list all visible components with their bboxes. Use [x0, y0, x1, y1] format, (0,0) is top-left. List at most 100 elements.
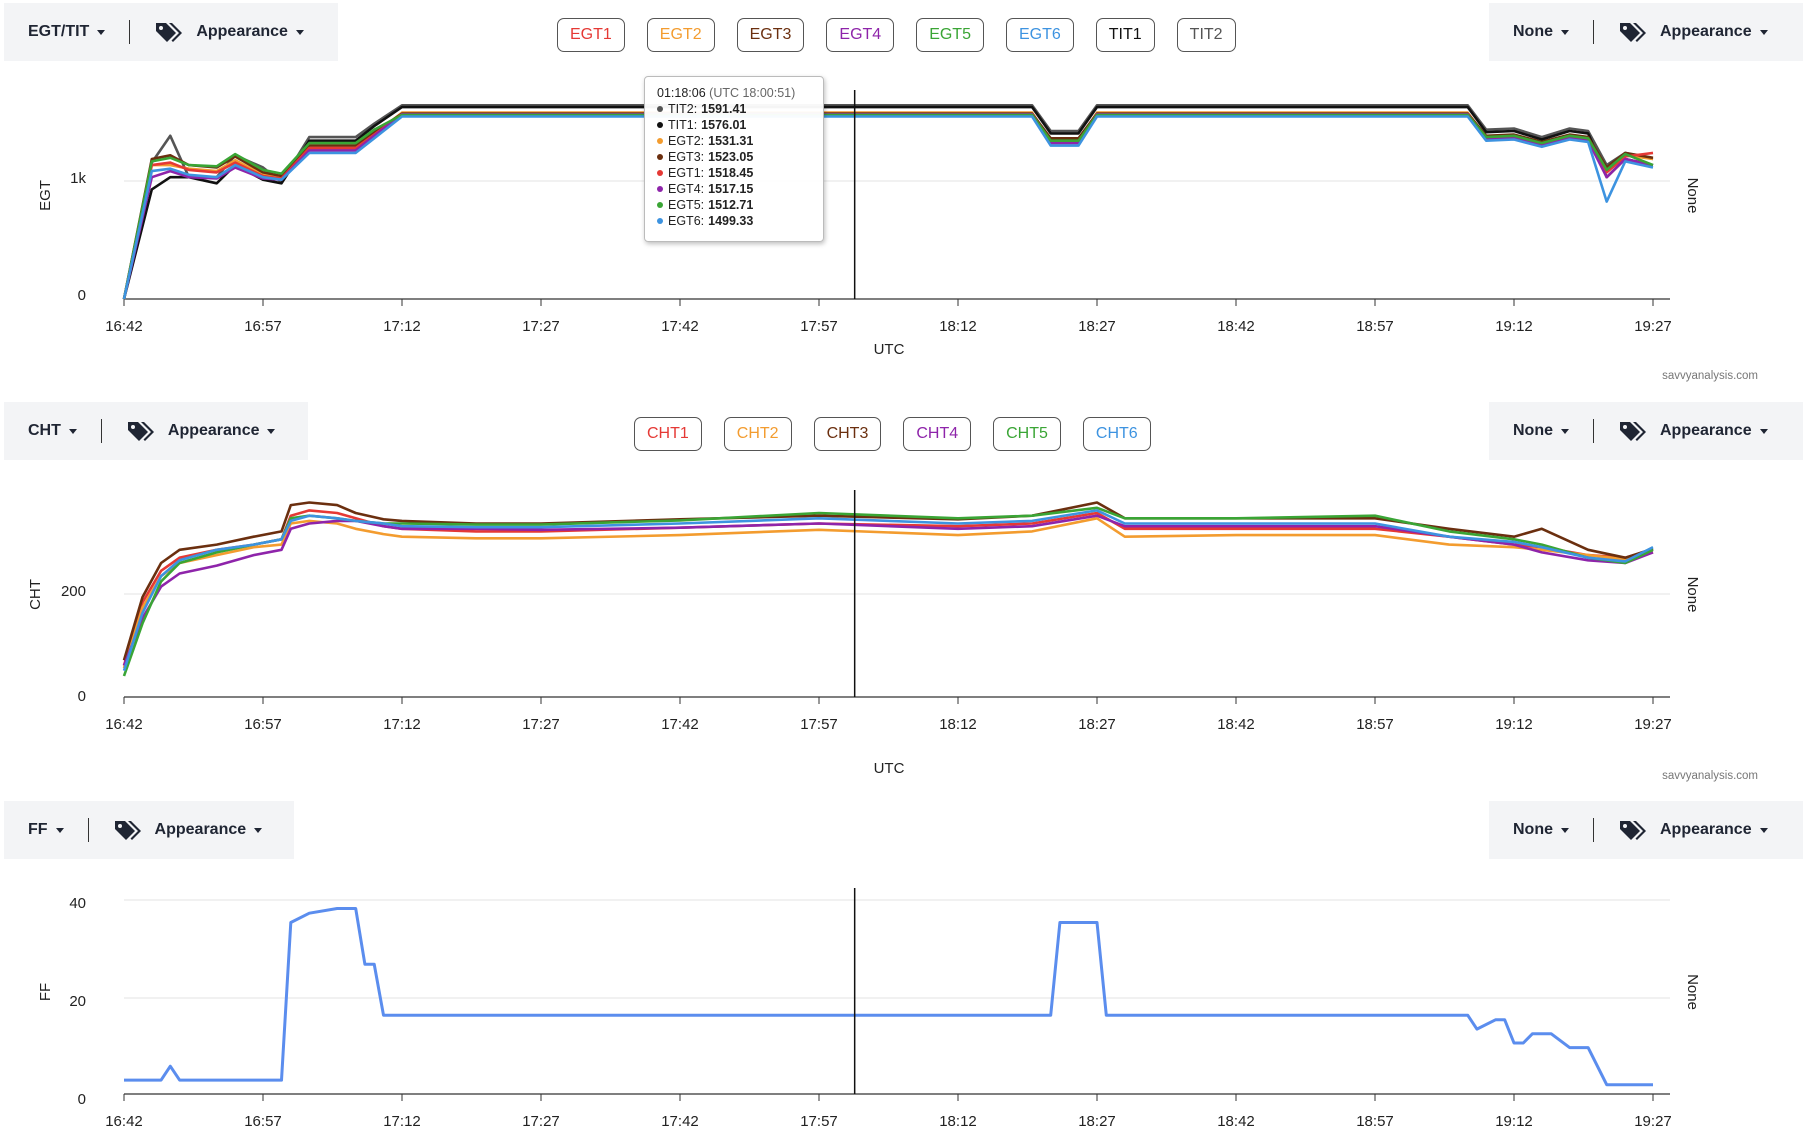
x-tick-label: 17:42	[661, 318, 699, 335]
divider	[1593, 20, 1594, 44]
x-tick-label: 19:12	[1495, 318, 1533, 335]
x-tick-label: 17:27	[522, 318, 560, 335]
x-tick-label: 17:12	[383, 318, 421, 335]
y-tick-label: 0	[78, 287, 86, 304]
ff-parameter-label: FF	[28, 821, 48, 838]
x-tick-label: 18:12	[939, 716, 977, 733]
ff-right-parameter-label: None	[1513, 821, 1553, 838]
x-tick-label: 18:42	[1217, 716, 1255, 733]
x-tick-label: 17:12	[383, 716, 421, 733]
tooltip-row-egt4: EGT4: 1517.15	[657, 181, 813, 197]
cht-right-appearance-dropdown[interactable]: Appearance	[1618, 420, 1768, 442]
legend-egt5[interactable]: EGT5	[916, 18, 984, 52]
tag-icon	[156, 23, 183, 42]
chevron-down-icon	[1561, 29, 1569, 35]
cht-right-parameter-dropdown[interactable]: None	[1513, 422, 1569, 440]
chevron-down-icon	[267, 428, 276, 434]
tooltip-series-name: EGT4:	[668, 182, 705, 196]
x-tick-label: 17:27	[522, 716, 560, 733]
ff-right-parameter-dropdown[interactable]: None	[1513, 821, 1569, 839]
egt-right-parameter-dropdown[interactable]: None	[1513, 23, 1569, 41]
y-tick-label: 1k	[70, 170, 86, 187]
legend-tit2[interactable]: TIT2	[1176, 18, 1236, 52]
series-dot-icon	[657, 170, 663, 176]
tag-icon	[114, 821, 141, 840]
x-tick-label: 18:57	[1356, 318, 1394, 335]
tag-icon	[1620, 23, 1646, 42]
cht-parameter-dropdown[interactable]: CHT	[28, 422, 77, 440]
legend-egt4[interactable]: EGT4	[826, 18, 895, 52]
egt-panel: EGT/TIT Appearance EGT1 EGT2 EGT3 EGT4 EGT5 E…	[0, 0, 1803, 395]
ff-parameter-dropdown[interactable]: FF	[28, 821, 64, 839]
x-tick-label: 19:12	[1495, 1113, 1533, 1130]
egt-chart[interactable]: 1k 0 16:42 16:57 17:12 17:27 17:42 17:57 18:12 18…	[0, 0, 1803, 395]
egt-appearance-label: Appearance	[196, 23, 288, 40]
ff-right-appearance-dropdown[interactable]: Appearance	[1618, 819, 1768, 841]
x-tick-label: 16:42	[105, 318, 143, 335]
ff-appearance-dropdown[interactable]: Appearance	[113, 819, 263, 841]
tooltip-series-name: EGT2:	[668, 134, 705, 148]
divider	[1593, 419, 1594, 443]
legend-tit1[interactable]: TIT1	[1095, 18, 1155, 52]
tooltip-series-value: 1517.15	[708, 182, 754, 196]
egt-right-appearance-label: Appearance	[1660, 23, 1752, 40]
legend-cht3[interactable]: CHT3	[813, 417, 882, 451]
x-tick-label: 16:57	[244, 716, 282, 733]
ff-chart[interactable]: 40 20 0 16:42 16:57 17:12 17:27 17:42 17:57 18:12…	[0, 798, 1803, 1142]
y-tick-label: 0	[78, 1091, 86, 1108]
x-tick-label: 16:57	[244, 1113, 282, 1130]
x-tick-label: 17:57	[800, 716, 838, 733]
cht-parameter-label: CHT	[28, 422, 61, 439]
chevron-down-icon	[1759, 428, 1768, 434]
egt-right-parameter-label: None	[1513, 23, 1553, 40]
series-line-cht2	[122, 517, 1654, 669]
tooltip-row-egt5: EGT5: 1512.71	[657, 197, 813, 213]
divider	[129, 20, 131, 44]
x-tick-label: 19:27	[1634, 1113, 1672, 1130]
legend-egt2[interactable]: EGT2	[646, 18, 715, 52]
legend-egt6[interactable]: EGT6	[1005, 18, 1074, 52]
legend-egt1[interactable]: EGT1	[557, 18, 625, 52]
cht-left-control: CHT Appearance	[4, 402, 308, 460]
right-axis-label: None	[1684, 577, 1701, 613]
egt-appearance-dropdown[interactable]: Appearance	[154, 21, 304, 43]
brand-watermark: savvyanalysis.com	[1662, 770, 1758, 782]
cht-appearance-dropdown[interactable]: Appearance	[126, 420, 276, 442]
y-tick-label: 0	[78, 688, 86, 705]
x-tick-label: 17:42	[661, 716, 699, 733]
legend-cht4[interactable]: CHT4	[903, 417, 972, 451]
legend-cht2[interactable]: CHT2	[723, 417, 792, 451]
cht-legend: CHT1 CHT2 CHT3 CHT4 CHT5 CHT6	[634, 417, 1173, 451]
x-tick-label: 18:27	[1078, 716, 1116, 733]
cht-right-appearance-label: Appearance	[1660, 422, 1752, 439]
x-tick-label: 18:57	[1356, 716, 1394, 733]
legend-cht1[interactable]: CHT1	[634, 417, 702, 451]
x-tick-label: 17:57	[800, 1113, 838, 1130]
series-line-ff	[124, 907, 1653, 1087]
y-tick-label: 20	[69, 993, 86, 1010]
right-axis-label: None	[1684, 178, 1701, 214]
egt-right-appearance-dropdown[interactable]: Appearance	[1618, 21, 1768, 43]
egt-parameter-dropdown[interactable]: EGT/TIT	[28, 23, 106, 41]
ff-panel: FF Appearance None Appearance 40 20 0 16:42…	[0, 798, 1803, 1142]
x-tick-label: 18:57	[1356, 1113, 1394, 1130]
x-tick-label: 16:42	[105, 1113, 143, 1130]
tag-icon	[1620, 422, 1646, 441]
ff-right-control: None Appearance	[1489, 801, 1803, 859]
tooltip-utc: (UTC 18:00:51)	[709, 86, 796, 100]
x-tick-label: 19:12	[1495, 716, 1533, 733]
legend-cht6[interactable]: CHT6	[1082, 417, 1151, 451]
egt-left-control: EGT/TIT Appearance	[4, 3, 338, 61]
tooltip-series-value: 1591.41	[701, 102, 747, 116]
x-axis-label: UTC	[874, 760, 905, 777]
cht-chart[interactable]: 200 0 16:42 16:57 17:12 17:27 17:42 17:57 18:12 1…	[0, 399, 1803, 794]
legend-egt3[interactable]: EGT3	[736, 18, 805, 52]
tooltip-series-name: EGT3:	[668, 150, 705, 164]
egt-parameter-label: EGT/TIT	[28, 23, 90, 40]
x-tick-label: 16:57	[244, 318, 282, 335]
tooltip-series-value: 1576.01	[701, 118, 747, 132]
x-tick-label: 18:42	[1217, 318, 1255, 335]
tag-icon	[127, 422, 154, 441]
legend-cht5[interactable]: CHT5	[993, 417, 1061, 451]
brand-watermark: savvyanalysis.com	[1662, 370, 1758, 382]
